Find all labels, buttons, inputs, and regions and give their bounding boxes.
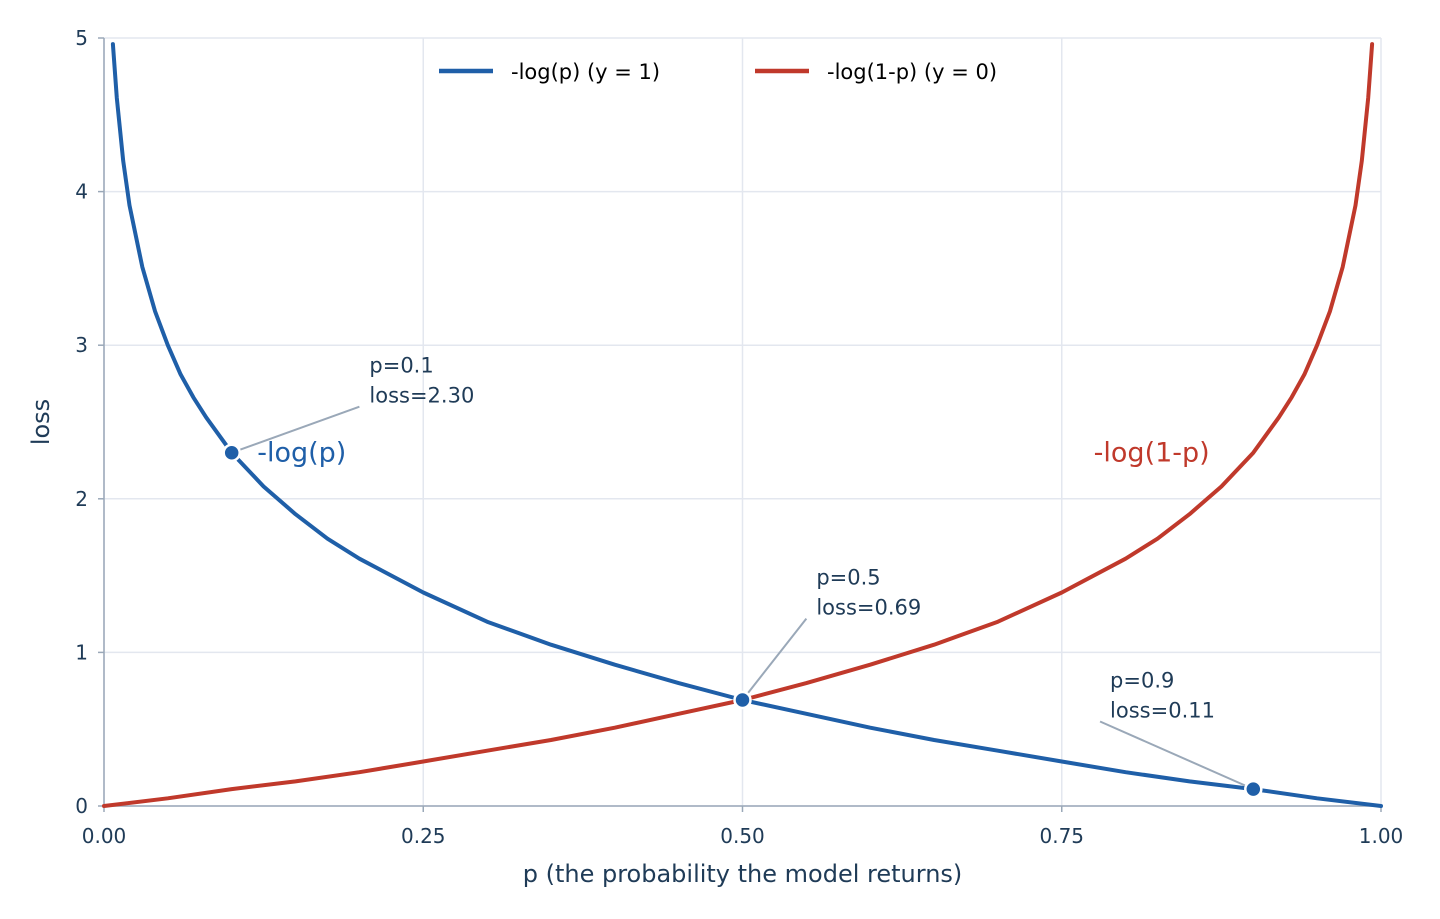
annotation-text-p: p=0.5 (816, 566, 880, 590)
annotation-leader-line (741, 617, 808, 701)
annotation-text-loss: loss=0.11 (1110, 699, 1215, 723)
annotation-point (222, 443, 241, 462)
y-tick-label: 1 (75, 640, 88, 664)
y-tick-label: 2 (75, 487, 88, 511)
y-axis-title: loss (27, 399, 55, 445)
x-tick-label: 0.00 (82, 824, 127, 848)
annotations: -log(p) -log(1-p) p=0.1 loss=2.30 p=0.5 loss=… (222, 354, 1263, 799)
x-tick-label: 1.00 (1359, 824, 1404, 848)
annotation-text-loss: loss=2.30 (369, 384, 474, 408)
series-line-1 (110, 42, 1383, 808)
series-line-2 (102, 42, 1375, 808)
y-tick-label: 3 (75, 333, 88, 357)
annotation-leader-line (231, 405, 360, 454)
x-tick-label: 0.25 (401, 824, 446, 848)
annotation-text-loss: loss=0.69 (816, 596, 921, 620)
axes: 0.00 0.25 0.50 0.75 1.00 0 1 2 3 4 5 (75, 26, 1403, 848)
legend-label-1: -log(p) (y = 1) (511, 60, 660, 84)
x-tick-label: 0.50 (720, 824, 765, 848)
annotation-text-p: p=0.9 (1110, 669, 1174, 693)
y-tick-label: 4 (75, 180, 88, 204)
x-axis-title: p (the probability the model returns) (523, 860, 963, 888)
annotation-leader-line (1099, 720, 1254, 791)
series-lines (102, 42, 1383, 808)
y-tick-label: 0 (75, 794, 88, 818)
annotation-text-p: p=0.1 (369, 354, 433, 378)
curve-label-2: -log(1-p) (1094, 438, 1210, 469)
legend: -log(p) (y = 1) -log(1-p) (y = 0) (439, 60, 997, 84)
y-tick-label: 5 (75, 26, 88, 50)
legend-label-2: -log(1-p) (y = 0) (827, 60, 997, 84)
x-tick-label: 0.75 (1039, 824, 1084, 848)
curve-label-1: -log(p) (257, 438, 346, 469)
annotation-point (733, 690, 752, 710)
annotation-point (1244, 779, 1263, 799)
